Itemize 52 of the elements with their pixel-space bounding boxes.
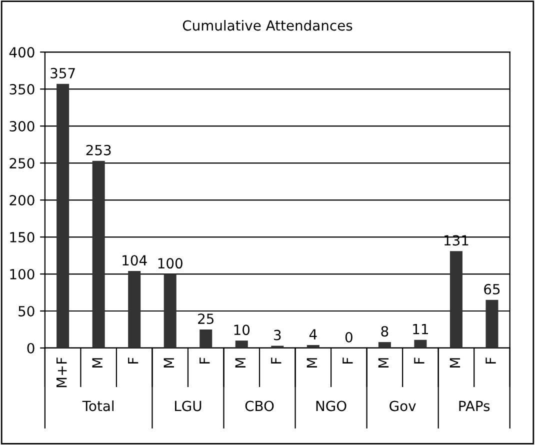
bar (200, 329, 212, 348)
data-label: 65 (484, 284, 500, 294)
y-tick-label: 300 (10, 121, 34, 132)
bar (486, 300, 498, 348)
data-label: 104 (122, 255, 147, 266)
data-label: 100 (158, 258, 182, 269)
bar (128, 271, 141, 348)
bar (164, 274, 176, 348)
text: CBO (245, 400, 274, 412)
chart-title: Cumulative Attendances (182, 20, 352, 31)
bar (414, 340, 427, 348)
text: LGU (175, 400, 202, 412)
y-tick-label: 200 (10, 194, 34, 206)
bar (450, 251, 462, 348)
data-label: 10 (234, 324, 250, 336)
x-tick-label: M (378, 358, 389, 368)
x-tick-label: F (486, 358, 496, 364)
bar (378, 342, 391, 348)
data-label: 11 (413, 324, 428, 334)
bar (92, 160, 105, 348)
x-tick-label: M (235, 358, 246, 368)
x-tick-label: M (92, 358, 102, 368)
bar (306, 345, 320, 348)
data-label: 8 (381, 326, 388, 337)
data-label: 4 (309, 329, 317, 340)
data-label: 357 (50, 68, 75, 78)
text: Gov (390, 400, 416, 412)
y-tick-label: 250 (10, 158, 34, 169)
text: NGO (316, 400, 346, 412)
text: Total (82, 400, 114, 412)
y-tick-label: 350 (10, 84, 34, 95)
x-tick-label: F (128, 358, 138, 364)
x-tick-label: M (164, 358, 174, 368)
x-tick-label: F (342, 358, 353, 364)
y-tick-label: 150 (10, 232, 34, 242)
y-tick-label: 400 (9, 47, 34, 58)
x-tick-label: F (414, 358, 424, 364)
x-tick-label: M (450, 358, 460, 368)
text: PAPs (459, 400, 490, 412)
x-tick-label: M+F (56, 358, 67, 388)
y-tick-label: 50 (18, 306, 34, 316)
bar (235, 340, 248, 348)
x-tick-label: F (200, 358, 210, 364)
data-label: 3 (274, 330, 281, 340)
x-tick-label: M (306, 358, 317, 368)
x-tick-label: F (271, 358, 282, 364)
y-tick-label: 0 (27, 342, 34, 354)
bar (56, 84, 70, 348)
data-label: 25 (198, 314, 214, 324)
data-label: 0 (345, 332, 352, 343)
data-label: 253 (86, 144, 111, 156)
y-tick-label: 100 (10, 268, 34, 280)
